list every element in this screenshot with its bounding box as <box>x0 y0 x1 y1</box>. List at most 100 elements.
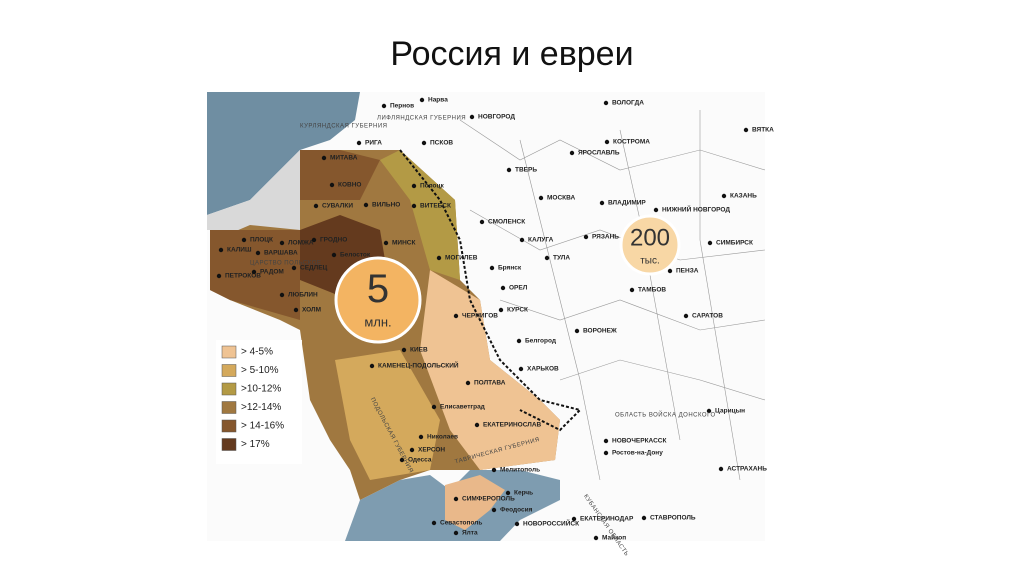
city-dot <box>574 328 580 334</box>
city-dot <box>431 404 437 410</box>
city-label: Мелитополь <box>500 467 540 474</box>
city-label: ПОЛТАВА <box>474 380 506 387</box>
city-label: ВИТЕБСК <box>420 203 451 210</box>
city-label: Полоцк <box>420 183 444 190</box>
city-dot <box>653 207 659 213</box>
city-label: КАЛУГА <box>528 237 554 244</box>
city-dot <box>683 313 689 319</box>
city-label: Майкоп <box>602 534 626 542</box>
city-label: Белосток <box>340 252 371 259</box>
baltic-sea <box>207 92 360 215</box>
city-label: Николаев <box>427 434 458 441</box>
legend-label: > 14-16% <box>241 421 284 432</box>
city-dot <box>505 490 511 496</box>
city-label: ПЛОЦК <box>250 237 273 244</box>
city-label: ТУЛА <box>553 255 570 262</box>
city-label: ХАРЬКОВ <box>527 366 559 373</box>
city-label: НОВОРОССИЙСК <box>523 519 579 528</box>
city-dot <box>514 521 520 527</box>
city-label: Ростов-на-Дону <box>612 450 663 457</box>
region-label: ЦАРСТВО ПОЛЬСКОЕ <box>250 261 321 267</box>
city-label: Белгород <box>525 338 556 345</box>
city-dot <box>383 240 389 246</box>
region-label: ОБЛАСТЬ ВОЙСКА ДОНСКОГО <box>615 411 716 419</box>
city-dot <box>629 287 635 293</box>
city-dot <box>641 515 647 521</box>
slide-title: Россия и евреи <box>390 35 633 73</box>
pale-north <box>380 150 460 280</box>
city-dot <box>293 307 299 313</box>
city-label: ПЕНЗА <box>676 268 699 275</box>
city-dot <box>409 447 415 453</box>
city-label: РИГА <box>365 140 382 147</box>
city-label: ВЯТКА <box>752 127 774 134</box>
city-dot <box>469 114 475 120</box>
kovno <box>300 150 380 200</box>
legend: > 4-5% > 5-10% >10-12% >12-14% > 14-16% > 17% <box>216 340 302 464</box>
city-dot <box>491 507 497 513</box>
city-dot <box>251 269 257 275</box>
legend-swatch <box>221 345 237 359</box>
city-label: НОВГОРОД <box>478 114 515 121</box>
city-dot <box>218 247 224 253</box>
city-dot <box>474 422 480 428</box>
city-label: МОСКВА <box>547 195 576 202</box>
pale-east <box>420 270 560 470</box>
city-dot <box>479 219 485 225</box>
city-label: СМОЛЕНСК <box>488 219 525 226</box>
city-dot <box>279 240 285 246</box>
legend-label: > 17% <box>241 439 270 450</box>
city-dot <box>603 450 609 456</box>
city-dot <box>516 338 522 344</box>
city-dot <box>707 240 713 246</box>
city-dot <box>667 268 673 274</box>
city-label: ЯРОСЛАВЛЬ <box>578 150 620 157</box>
city-label: ВЛАДИМИР <box>608 200 646 207</box>
city-dot <box>500 285 506 291</box>
city-label: ВАРШАВА <box>264 250 298 257</box>
region-label: КУРЛЯНДСКАЯ ГУБЕРНИЯ <box>300 124 388 130</box>
city-label: ВИЛЬНО <box>372 202 400 209</box>
city-dot <box>603 100 609 106</box>
city-dot <box>291 265 297 271</box>
city-dot <box>369 363 375 369</box>
crimea <box>445 475 505 530</box>
city-dot <box>721 193 727 199</box>
city-dot <box>544 255 550 261</box>
bubble-unit: тыс. <box>640 256 660 267</box>
city-dot <box>706 408 712 414</box>
border <box>399 149 582 432</box>
city-dot <box>465 380 471 386</box>
city-dot <box>519 237 525 243</box>
legend-swatch <box>221 382 237 396</box>
city-label: ЛЮБЛИН <box>288 292 318 299</box>
bubble <box>619 214 681 276</box>
city-dot <box>401 347 407 353</box>
city-label: ЕКАТЕРИНОДАР <box>580 516 634 523</box>
legend-label: >10-12% <box>241 384 281 395</box>
city-label: КАЛИШ <box>227 247 252 254</box>
city-label: ЕКАТЕРИНОСЛАВ <box>483 422 542 429</box>
legend-label: > 5-10% <box>241 365 279 376</box>
city-dot <box>453 496 459 502</box>
city-label: КИЕВ <box>410 347 428 354</box>
city-dot <box>363 202 369 208</box>
city-label: ОРЕЛ <box>509 285 528 292</box>
city-label: КАМЕНЕЦ-ПОДОЛЬСКИЙ <box>378 361 459 370</box>
bubble <box>334 256 422 344</box>
city-dot <box>313 203 319 209</box>
city-label: СТАВРОПОЛЬ <box>650 515 696 522</box>
city-dot <box>718 466 724 472</box>
city-label: ТАМБОВ <box>638 287 666 294</box>
city-label: Севастополь <box>440 520 482 527</box>
legend-swatch <box>221 364 237 377</box>
city-label: Нарва <box>428 97 448 104</box>
legend-swatch <box>221 419 237 433</box>
city-dot <box>431 520 437 526</box>
city-dot <box>453 530 459 536</box>
south-west <box>335 350 440 480</box>
legend-swatch <box>221 438 237 451</box>
city-label: СЕДЛЕЦ <box>300 265 328 272</box>
city-dot <box>569 150 575 156</box>
city-dot <box>453 313 459 319</box>
